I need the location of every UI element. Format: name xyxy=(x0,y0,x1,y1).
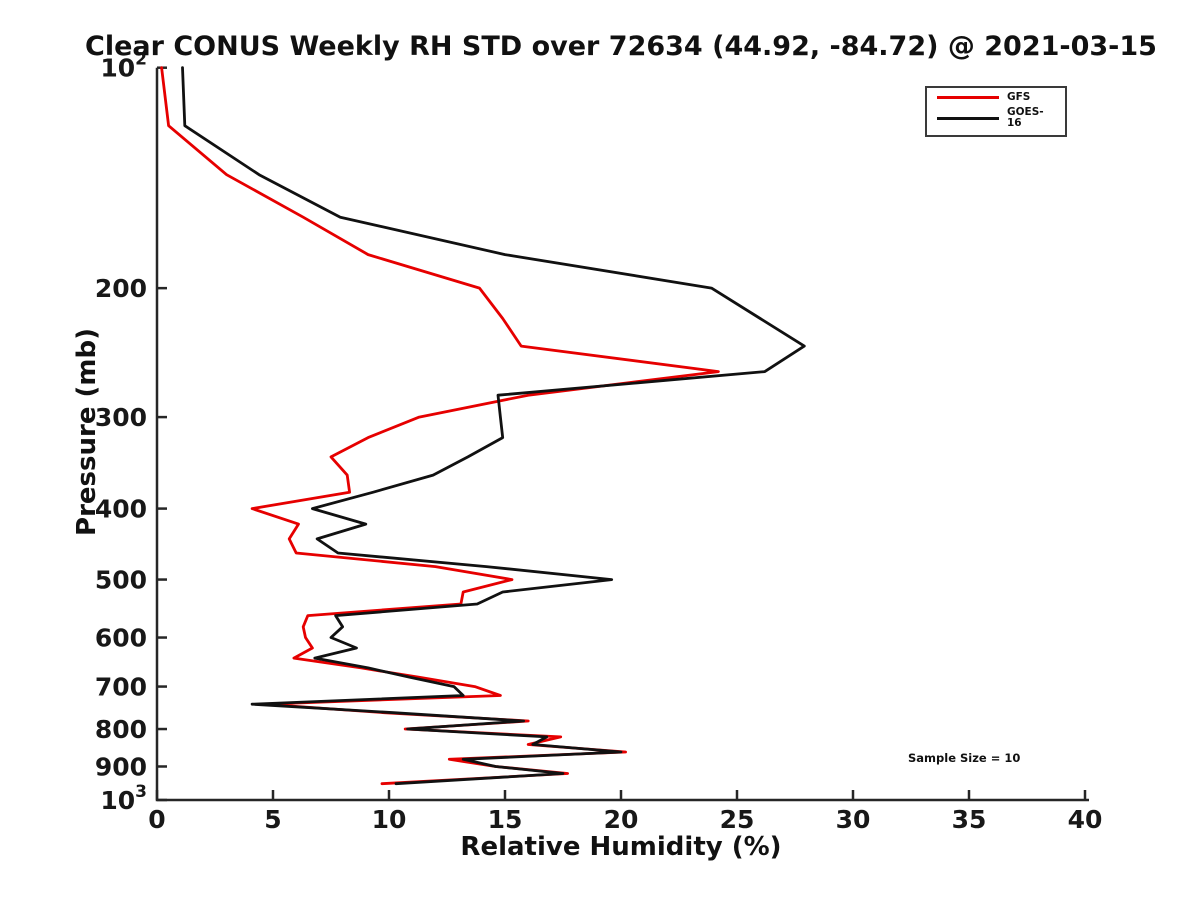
x-tick-label: 35 xyxy=(952,805,987,834)
y-tick-label: 500 xyxy=(95,566,147,595)
x-tick-label: 40 xyxy=(1068,805,1103,834)
axis-spines xyxy=(155,67,1089,802)
x-tick-label: 0 xyxy=(148,805,165,834)
legend-item: GOES-16 xyxy=(937,105,1057,130)
y-tick-label: 800 xyxy=(95,715,147,744)
y-tick-label: 300 xyxy=(95,403,147,432)
y-tick-label: 400 xyxy=(95,495,147,524)
legend-label: GOES-16 xyxy=(1007,105,1044,130)
x-tick-label: 30 xyxy=(836,805,871,834)
x-tick-label: 5 xyxy=(264,805,281,834)
x-axis-label: Relative Humidity (%) xyxy=(460,832,782,862)
x-tick-label: 15 xyxy=(488,805,523,834)
legend-item: GFS xyxy=(937,91,1057,104)
x-tick-label: 10 xyxy=(372,805,407,834)
legend: GFS GOES-16 xyxy=(925,86,1067,137)
legend-line-swatch xyxy=(937,116,999,120)
y-axis-label: Pressure (mb) xyxy=(72,328,102,536)
x-tick-label: 25 xyxy=(720,805,755,834)
y-tick-label: 700 xyxy=(95,673,147,702)
legend-line-swatch xyxy=(937,96,999,100)
y-tick-label: 200 xyxy=(95,274,147,303)
chart-title: Clear CONUS Weekly RH STD over 72634 (44… xyxy=(85,31,1157,62)
x-tick-label: 20 xyxy=(604,805,639,834)
series-line-gfs xyxy=(160,66,720,786)
legend-label: GFS xyxy=(1007,91,1031,103)
y-tick-label: 102 xyxy=(100,50,147,83)
y-tick-label: 900 xyxy=(95,752,147,781)
sample-size-annotation: Sample Size = 10 xyxy=(908,751,1021,765)
y-tick-label: 600 xyxy=(95,624,147,653)
series-line-goes-16 xyxy=(181,66,806,786)
y-tick-label: 103 xyxy=(100,782,147,815)
